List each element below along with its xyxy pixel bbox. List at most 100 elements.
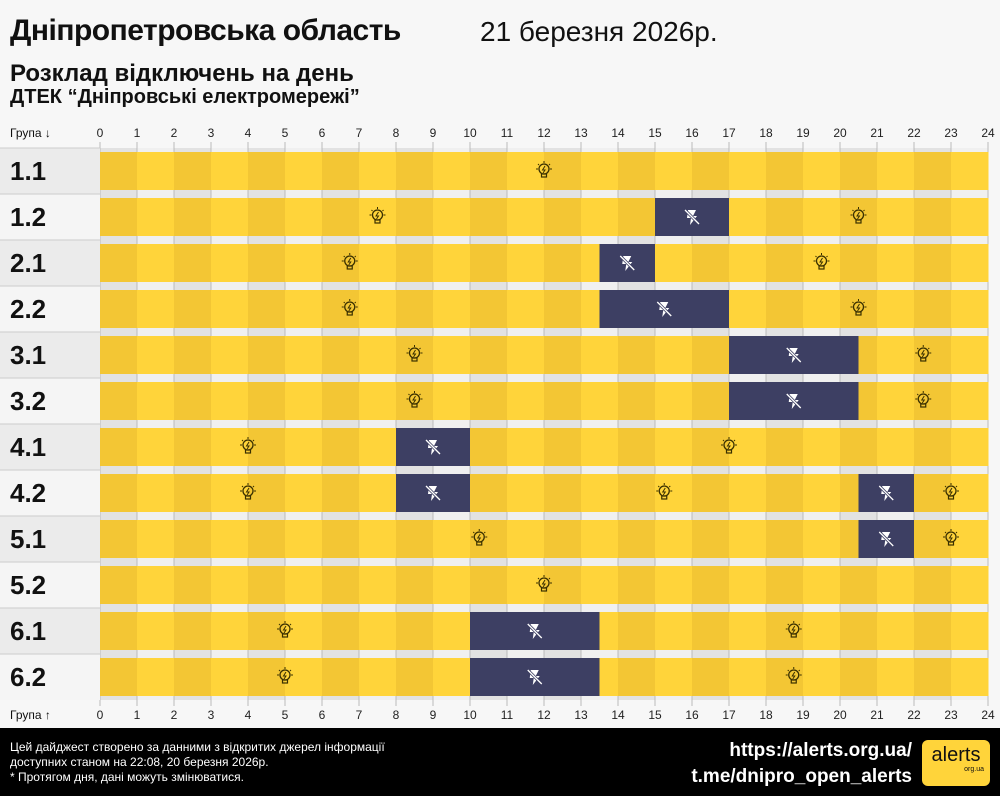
power-on-hour (211, 244, 249, 282)
group-label-bg (0, 470, 100, 516)
provider: ДТЕК “Дніпровські електромережі” (10, 86, 360, 108)
top-tick-label: 16 (685, 126, 699, 140)
top-tick-label: 5 (281, 126, 289, 140)
power-on-hour (137, 612, 175, 650)
lightbulb-icon (471, 529, 488, 546)
top-tick-label: 21 (870, 126, 884, 140)
power-on-hour (137, 474, 175, 512)
power-on-hour (544, 382, 582, 420)
power-on-hour (877, 244, 915, 282)
power-on-hour (507, 566, 545, 604)
power-on-hour (285, 382, 323, 420)
website-link[interactable]: https://alerts.org.ua/ (729, 740, 912, 761)
power-on-hour (211, 658, 249, 696)
power-on-hour (692, 658, 730, 696)
top-tick-label: 20 (833, 126, 847, 140)
hour-column (285, 148, 322, 700)
lightbulb-icon (915, 391, 932, 408)
power-on-hour (618, 520, 656, 558)
power-on-hour (322, 336, 360, 374)
lightbulb-icon (943, 483, 959, 500)
hour-column (433, 148, 470, 700)
power-on-hour (137, 198, 175, 236)
power-on-hour (914, 244, 952, 282)
lightbulb-icon (536, 575, 552, 592)
page-title: Дніпропетровська область (10, 14, 401, 47)
power-on-hour (100, 520, 138, 558)
power-on-hour (692, 474, 730, 512)
power-on-hour (766, 290, 804, 328)
group-label: 5.2 (10, 570, 46, 600)
group-label-bg (0, 286, 100, 332)
power-on-hour (951, 520, 989, 558)
power-on-hour (803, 290, 841, 328)
telegram-link[interactable]: t.me/dnipro_open_alerts (691, 766, 912, 787)
power-on-hour (803, 658, 841, 696)
bottom-tick-label: 18 (759, 708, 773, 722)
power-on-hour (840, 658, 878, 696)
group-row: 5.2 (0, 561, 989, 608)
power-on-hour (396, 612, 434, 650)
power-on-hour (544, 336, 582, 374)
top-tick-label: 3 (207, 126, 215, 140)
power-on-hour (174, 428, 212, 466)
power-on-hour (507, 382, 545, 420)
power-on-hour (433, 152, 471, 190)
power-on-hour (766, 152, 804, 190)
bottom-tick-label: 15 (648, 708, 662, 722)
top-tick-label: 8 (392, 126, 400, 140)
power-on-hour (433, 382, 471, 420)
hour-column (248, 148, 285, 700)
top-tick-label: 12 (537, 126, 551, 140)
group-label-bg (0, 194, 100, 240)
hour-column (951, 148, 988, 700)
power-on-hour (359, 474, 397, 512)
power-on-hour (692, 520, 730, 558)
power-on-hour (581, 474, 619, 512)
alerts-logo: alerts org.ua (922, 740, 990, 786)
power-on-hour (581, 566, 619, 604)
power-on-hour (137, 152, 175, 190)
power-on-hour (100, 198, 138, 236)
power-off-icon (526, 668, 543, 686)
power-on-hour (285, 520, 323, 558)
power-on-hour (285, 198, 323, 236)
power-on-hour (840, 152, 878, 190)
power-on-hour (766, 566, 804, 604)
power-off-icon (424, 438, 442, 456)
power-on-hour (951, 198, 989, 236)
power-on-hour (285, 428, 323, 466)
power-on-hour (877, 290, 915, 328)
top-tick-label: 9 (429, 126, 437, 140)
hour-column (544, 148, 581, 700)
hour-column (914, 148, 951, 700)
power-on-hour (914, 474, 952, 512)
power-on-hour (359, 566, 397, 604)
power-on-hour (544, 474, 582, 512)
group-label: 1.2 (10, 202, 46, 232)
power-on-hour (248, 474, 286, 512)
power-on-hour (137, 658, 175, 696)
power-on-hour (840, 612, 878, 650)
power-on-hour (840, 566, 878, 604)
power-on-hour (766, 428, 804, 466)
power-on-hour (470, 474, 508, 512)
power-on-hour (655, 474, 693, 512)
bottom-tick-label: 14 (611, 708, 625, 722)
group-row: 2.1 (0, 239, 989, 286)
hour-column (470, 148, 507, 700)
power-on-hour (655, 612, 693, 650)
lightbulb-icon (406, 345, 423, 362)
group-label: 6.1 (10, 616, 46, 646)
power-on-hour (322, 152, 360, 190)
power-on-hour (248, 612, 286, 650)
power-on-hour (396, 520, 434, 558)
bottom-tick-label: 23 (944, 708, 958, 722)
group-label: 4.1 (10, 432, 46, 462)
power-on-hour (803, 428, 841, 466)
lightbulb-icon (341, 253, 358, 270)
bottom-tick-label: 3 (207, 708, 215, 722)
power-on-hour (766, 198, 804, 236)
power-on-hour (840, 428, 878, 466)
power-on-hour (359, 382, 397, 420)
